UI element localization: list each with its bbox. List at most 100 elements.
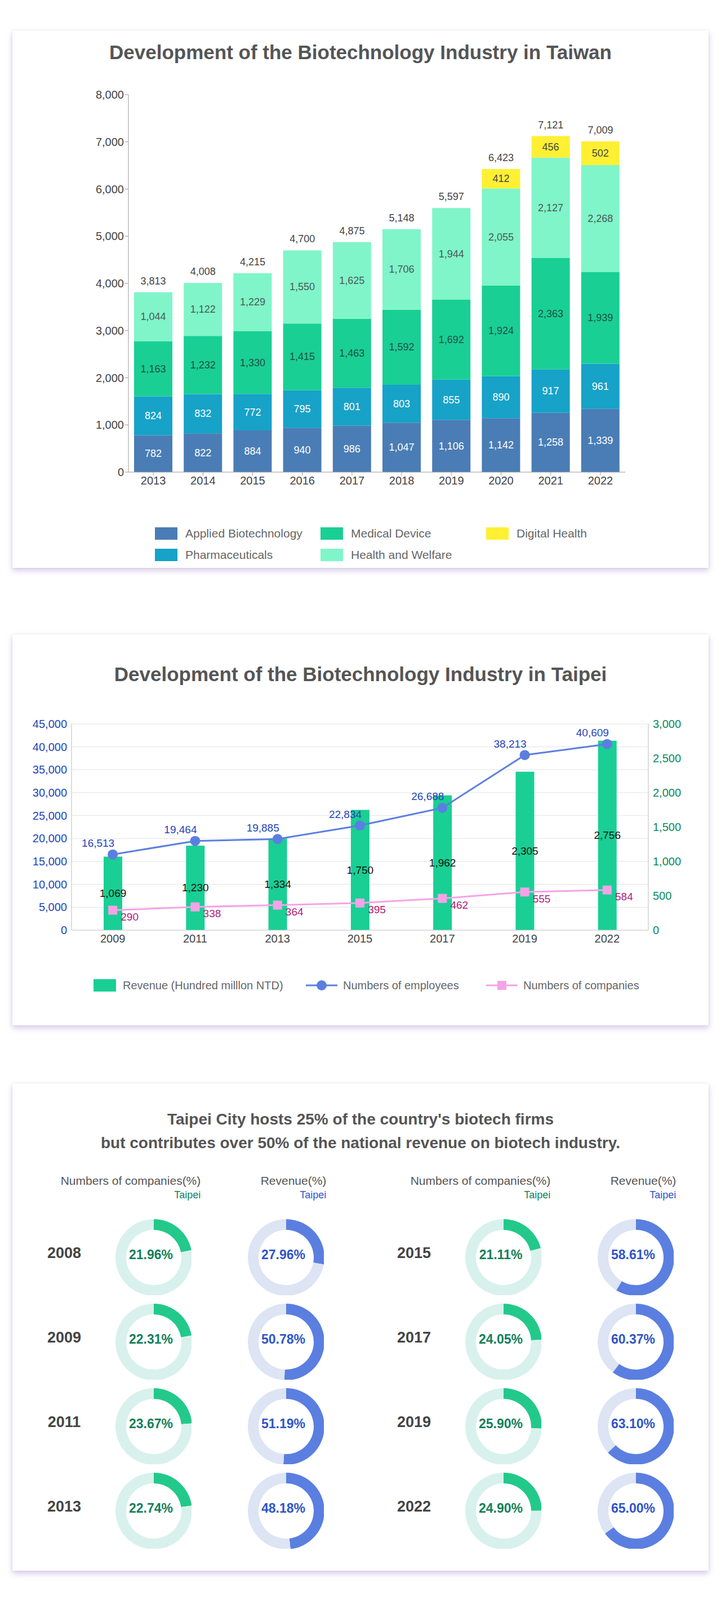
- svg-text:1,962: 1,962: [429, 856, 457, 869]
- svg-text:412: 412: [492, 172, 510, 185]
- svg-text:2017: 2017: [429, 932, 456, 945]
- svg-text:1,106: 1,106: [438, 440, 465, 452]
- svg-text:2016: 2016: [289, 474, 315, 487]
- svg-text:1,000: 1,000: [95, 418, 124, 431]
- svg-text:803: 803: [393, 398, 411, 410]
- svg-text:2,000: 2,000: [652, 786, 682, 799]
- svg-text:986: 986: [343, 443, 361, 455]
- svg-text:832: 832: [194, 407, 212, 420]
- svg-text:795: 795: [294, 403, 311, 415]
- svg-text:7,000: 7,000: [95, 135, 124, 149]
- svg-text:462: 462: [450, 898, 469, 911]
- svg-text:1,924: 1,924: [488, 325, 514, 337]
- svg-text:1,463: 1,463: [339, 347, 365, 359]
- svg-text:2022: 2022: [594, 932, 621, 945]
- svg-text:2,055: 2,055: [488, 231, 514, 243]
- svg-text:5,148: 5,148: [389, 212, 415, 224]
- svg-text:2014: 2014: [190, 474, 216, 487]
- svg-text:2,500: 2,500: [652, 751, 682, 765]
- svg-text:6,423: 6,423: [488, 152, 514, 164]
- svg-text:2,000: 2,000: [95, 371, 124, 385]
- svg-text:45,000: 45,000: [32, 717, 68, 731]
- svg-text:40,000: 40,000: [32, 740, 68, 754]
- svg-text:5,000: 5,000: [38, 900, 68, 914]
- svg-text:1,230: 1,230: [181, 881, 209, 894]
- svg-text:2015: 2015: [347, 932, 373, 945]
- svg-text:35,000: 35,000: [32, 763, 68, 776]
- svg-text:2013: 2013: [140, 474, 167, 487]
- svg-text:2,305: 2,305: [511, 844, 539, 857]
- svg-text:1,939: 1,939: [587, 312, 613, 324]
- svg-text:20,000: 20,000: [32, 831, 68, 845]
- svg-text:2022: 2022: [588, 474, 614, 487]
- svg-text:4,875: 4,875: [339, 225, 365, 237]
- svg-text:772: 772: [243, 406, 261, 418]
- svg-text:1,339: 1,339: [587, 434, 613, 447]
- svg-text:4,000: 4,000: [95, 277, 124, 290]
- svg-text:4,008: 4,008: [190, 265, 216, 278]
- svg-text:2011: 2011: [183, 932, 208, 945]
- svg-text:584: 584: [615, 890, 634, 903]
- svg-text:801: 801: [343, 401, 361, 413]
- svg-text:1,044: 1,044: [140, 310, 166, 323]
- svg-text:555: 555: [532, 892, 551, 905]
- svg-text:19,885: 19,885: [246, 821, 280, 834]
- svg-text:2009: 2009: [100, 932, 126, 945]
- svg-text:2018: 2018: [389, 474, 415, 487]
- svg-text:2013: 2013: [264, 932, 291, 945]
- svg-text:1,330: 1,330: [239, 357, 266, 369]
- svg-text:4,700: 4,700: [289, 233, 315, 245]
- svg-text:7,009: 7,009: [587, 124, 613, 136]
- svg-text:1,163: 1,163: [140, 363, 166, 375]
- svg-text:1,750: 1,750: [346, 864, 375, 876]
- svg-text:1,142: 1,142: [488, 439, 514, 451]
- svg-text:3,813: 3,813: [140, 275, 167, 287]
- svg-text:961: 961: [592, 380, 609, 393]
- svg-text:502: 502: [592, 147, 609, 159]
- svg-text:2021: 2021: [537, 474, 564, 487]
- svg-text:30,000: 30,000: [32, 786, 68, 799]
- svg-text:917: 917: [542, 385, 560, 397]
- svg-text:4,215: 4,215: [239, 256, 266, 268]
- svg-text:364: 364: [285, 905, 304, 918]
- svg-text:2,268: 2,268: [587, 212, 613, 225]
- svg-text:8,000: 8,000: [95, 88, 124, 101]
- svg-text:7,121: 7,121: [537, 119, 564, 131]
- svg-text:5,597: 5,597: [438, 190, 465, 203]
- svg-text:855: 855: [442, 394, 460, 406]
- svg-text:1,047: 1,047: [388, 441, 415, 453]
- svg-text:1,415: 1,415: [289, 350, 315, 363]
- svg-text:1,706: 1,706: [388, 263, 415, 275]
- svg-text:1,334: 1,334: [264, 878, 292, 890]
- svg-text:0: 0: [60, 923, 68, 937]
- svg-text:822: 822: [194, 447, 212, 459]
- svg-text:25,000: 25,000: [32, 809, 68, 822]
- svg-text:782: 782: [144, 447, 162, 460]
- svg-text:2015: 2015: [239, 474, 266, 487]
- svg-text:1,232: 1,232: [190, 359, 216, 371]
- svg-text:1,625: 1,625: [339, 274, 365, 287]
- svg-text:10,000: 10,000: [32, 878, 68, 891]
- svg-text:16,513: 16,513: [81, 837, 115, 849]
- svg-text:2017: 2017: [339, 474, 366, 487]
- svg-text:1,229: 1,229: [239, 296, 266, 308]
- svg-text:15,000: 15,000: [32, 855, 68, 868]
- svg-text:884: 884: [243, 445, 261, 457]
- svg-text:456: 456: [542, 141, 560, 153]
- svg-text:500: 500: [652, 889, 672, 902]
- svg-text:26,688: 26,688: [411, 790, 444, 803]
- svg-text:1,944: 1,944: [438, 248, 465, 260]
- svg-text:824: 824: [144, 410, 162, 422]
- svg-text:2,127: 2,127: [537, 202, 564, 214]
- svg-text:5,000: 5,000: [95, 229, 124, 243]
- svg-text:1,069: 1,069: [99, 887, 127, 899]
- svg-text:22,834: 22,834: [328, 808, 363, 821]
- svg-text:0: 0: [117, 465, 124, 479]
- svg-text:0: 0: [652, 923, 660, 937]
- svg-text:2,756: 2,756: [593, 829, 621, 841]
- svg-text:2019: 2019: [438, 474, 465, 487]
- svg-text:1,122: 1,122: [190, 303, 216, 315]
- svg-text:1,000: 1,000: [652, 855, 682, 868]
- svg-text:38,213: 38,213: [493, 737, 527, 750]
- svg-text:3,000: 3,000: [652, 717, 682, 731]
